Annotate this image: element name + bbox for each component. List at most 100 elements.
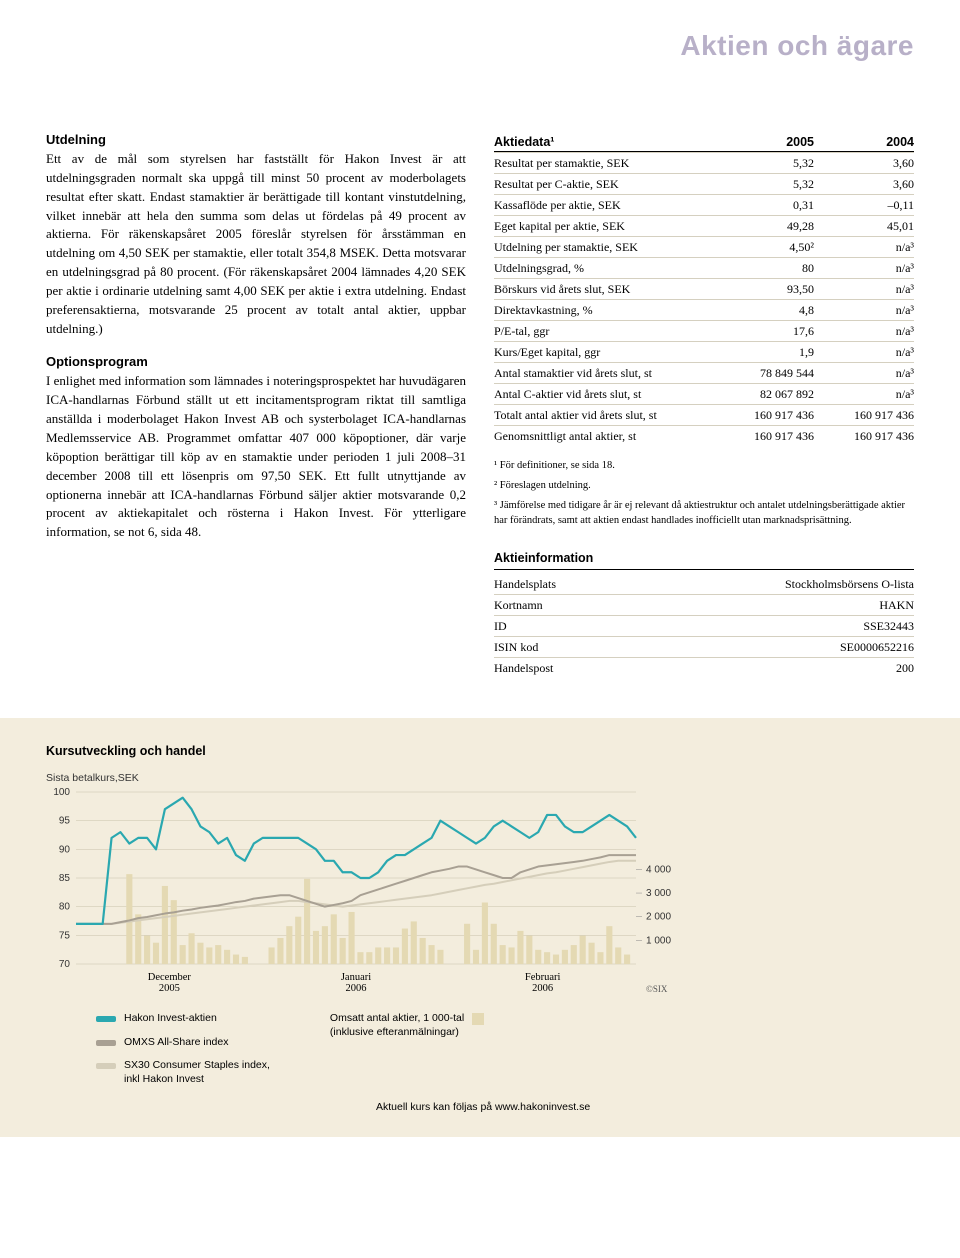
legend-omxs: OMXS All-Share index (96, 1036, 270, 1050)
table-row: P/E-tal, ggr17,6n/a³ (494, 320, 914, 341)
chart-title: Kursutveckling och handel (46, 744, 914, 758)
table-row: Utdelning per stamaktie, SEK4,50²n/a³ (494, 236, 914, 257)
row-2004: n/a³ (814, 362, 914, 383)
footnote-1: ¹ För definitioner, se sida 18. (494, 458, 914, 474)
row-2004: 160 917 436 (814, 425, 914, 446)
table-row: Börskurs vid årets slut, SEK93,50n/a³ (494, 278, 914, 299)
footnote-2: ² Föreslagen utdelning. (494, 478, 914, 494)
row-2005: 49,28 (714, 215, 814, 236)
svg-text:70: 70 (59, 959, 71, 968)
row-2005: 80 (714, 257, 814, 278)
aktiedata-table: Aktiedata¹ 2005 2004 Resultat per stamak… (494, 132, 914, 446)
row-2004: n/a³ (814, 278, 914, 299)
row-2004: n/a³ (814, 341, 914, 362)
aktieinfo-table: HandelsplatsStockholmsbörsens O-listaKor… (494, 574, 914, 678)
info-label: ISIN kod (494, 640, 538, 655)
row-label: Utdelning per stamaktie, SEK (494, 236, 714, 257)
page-title: Aktien och ägare (46, 30, 914, 62)
footer-link: Aktuell kurs kan följas på www.hakoninve… (376, 1101, 914, 1113)
svg-text:95: 95 (59, 816, 71, 827)
row-label: Utdelningsgrad, % (494, 257, 714, 278)
row-2004: 45,01 (814, 215, 914, 236)
table-row: Kurs/Eget kapital, ggr1,9n/a³ (494, 341, 914, 362)
info-row: Handelspost200 (494, 657, 914, 678)
row-label: Direktavkastning, % (494, 299, 714, 320)
svg-text:4 000: 4 000 (646, 864, 671, 875)
x-label: December2005 (76, 972, 263, 994)
legend-label: SX30 Consumer Staples index, inkl Hakon … (124, 1059, 270, 1086)
table-row: Genomsnittligt antal aktier, st 160 917 4… (494, 425, 914, 446)
row-label: Genomsnittligt antal aktier, st (494, 425, 714, 446)
x-axis-labels: December2005Januari2006Februari2006 (76, 972, 636, 994)
chart-panel: Kursutveckling och handel Sista betalkur… (0, 718, 960, 1137)
price-chart: 1009590858075704 0003 0002 0001 000 (46, 788, 706, 968)
chart-legend: Hakon Invest-aktien OMXS All-Share index… (96, 1012, 914, 1087)
table-row: Kassaflöde per aktie, SEK0,31–0,11 (494, 194, 914, 215)
row-label: Börskurs vid årets slut, SEK (494, 278, 714, 299)
row-label: P/E-tal, ggr (494, 320, 714, 341)
options-heading: Optionsprogram (46, 354, 466, 369)
row-2004: 160 917 436 (814, 404, 914, 425)
legend-label: OMXS All-Share index (124, 1036, 228, 1050)
row-2005: 78 849 544 (714, 362, 814, 383)
bar-swatch-icon (472, 1013, 484, 1025)
row-2004: n/a³ (814, 236, 914, 257)
legend-label: Omsatt antal aktier, 1 000-tal (inklusiv… (330, 1012, 464, 1039)
footnotes: ¹ För definitioner, se sida 18. ² Föresl… (494, 458, 914, 529)
table-row: Resultat per C-aktie, SEK5,323,60 (494, 173, 914, 194)
row-2005: 160 917 436 (714, 404, 814, 425)
row-2004: 3,60 (814, 152, 914, 173)
aktieinfo-title: Aktieinformation (494, 551, 914, 570)
info-value: SE0000652216 (840, 640, 914, 655)
row-label: Totalt antal aktier vid årets slut, st (494, 404, 714, 425)
chart-y-label: Sista betalkurs,SEK (46, 772, 914, 784)
svg-text:90: 90 (59, 844, 71, 855)
table-row: Resultat per stamaktie, SEK5,323,60 (494, 152, 914, 173)
footnote-3: ³ Jämförelse med tidigare år är ej relev… (494, 498, 914, 530)
info-value: HAKN (879, 598, 914, 613)
legend-hakon: Hakon Invest-aktien (96, 1012, 270, 1026)
left-column: Utdelning Ett av de mål som styrelsen ha… (46, 132, 466, 678)
legend-label: Hakon Invest-aktien (124, 1012, 217, 1026)
info-value: 200 (896, 661, 914, 676)
row-label: Eget kapital per aktie, SEK (494, 215, 714, 236)
info-row: Kortnamn HAKN (494, 594, 914, 615)
six-copyright: ©SIX (646, 984, 667, 994)
legend-sx30: SX30 Consumer Staples index, inkl Hakon … (96, 1059, 270, 1086)
row-2005: 82 067 892 (714, 383, 814, 404)
info-label: ID (494, 619, 507, 634)
svg-text:85: 85 (59, 873, 71, 884)
table-row: Direktavkastning, %4,8n/a³ (494, 299, 914, 320)
row-2004: n/a³ (814, 257, 914, 278)
line-swatch-icon (96, 1040, 116, 1046)
info-row: IDSSE32443 (494, 615, 914, 636)
row-2005: 4,8 (714, 299, 814, 320)
x-label: Januari2006 (263, 972, 450, 994)
main-two-column: Utdelning Ett av de mål som styrelsen ha… (46, 132, 914, 678)
row-2005: 0,31 (714, 194, 814, 215)
row-2004: n/a³ (814, 320, 914, 341)
svg-text:2 000: 2 000 (646, 912, 671, 923)
svg-text:75: 75 (59, 930, 71, 941)
svg-text:3 000: 3 000 (646, 888, 671, 899)
info-row: HandelsplatsStockholmsbörsens O-lista (494, 574, 914, 594)
row-label: Kassaflöde per aktie, SEK (494, 194, 714, 215)
info-label: Handelsplats (494, 577, 556, 592)
row-2005: 5,32 (714, 152, 814, 173)
info-row: ISIN kod SE0000652216 (494, 636, 914, 657)
row-2005: 5,32 (714, 173, 814, 194)
row-2004: –0,11 (814, 194, 914, 215)
x-label: Februari2006 (449, 972, 636, 994)
info-label: Kortnamn (494, 598, 543, 613)
svg-text:100: 100 (53, 788, 70, 798)
row-label: Kurs/Eget kapital, ggr (494, 341, 714, 362)
line-swatch-icon (96, 1016, 116, 1022)
row-2005: 93,50 (714, 278, 814, 299)
table-row: Totalt antal aktier vid årets slut, st16… (494, 404, 914, 425)
col-2005: 2005 (714, 132, 814, 152)
svg-text:80: 80 (59, 902, 71, 913)
table-row: Antal C-aktier vid årets slut, st82 067 … (494, 383, 914, 404)
utdelning-heading: Utdelning (46, 132, 466, 147)
row-2005: 1,9 (714, 341, 814, 362)
row-label: Resultat per stamaktie, SEK (494, 152, 714, 173)
